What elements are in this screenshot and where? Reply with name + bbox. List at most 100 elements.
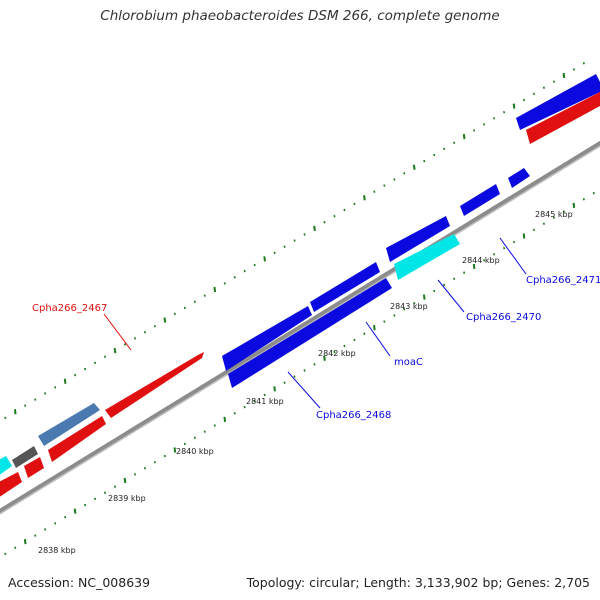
tick-mark <box>163 317 167 323</box>
tick-mark <box>303 369 306 372</box>
gene-feature-forward[interactable] <box>48 416 106 462</box>
tick-mark <box>14 546 17 550</box>
tick-mark <box>512 103 516 109</box>
tick-labels: 2838 kbp 2839 kbp 2840 kbp 2841 kbp 2842 kbp… <box>38 210 573 555</box>
tick-mark <box>4 416 7 420</box>
gene-label[interactable]: Cpha266_2467 <box>32 303 107 314</box>
tick-mark <box>542 222 546 225</box>
tick-mark <box>243 405 246 409</box>
gene-feature-forward[interactable] <box>105 352 204 418</box>
tick-mark <box>323 355 326 361</box>
tick-mark <box>383 184 386 187</box>
gene-feature-reverse[interactable] <box>222 306 312 371</box>
gene-feature-cyan[interactable] <box>0 456 12 478</box>
gene-feature-reverse[interactable] <box>228 278 392 388</box>
tick-label: 2842 kbp <box>318 349 356 358</box>
tick-mark <box>133 473 137 476</box>
tick-mark <box>472 263 476 270</box>
tick-mark <box>562 210 565 213</box>
summary-text: Topology: circular; Length: 3,133,902 bp… <box>246 575 590 590</box>
tick-mark <box>483 259 486 262</box>
tick-mark <box>493 253 496 256</box>
tick-mark <box>263 256 266 262</box>
tick-mark <box>63 378 67 384</box>
tick-mark <box>433 153 436 157</box>
gene-label[interactable]: moaC <box>394 357 423 368</box>
tick-mark <box>143 467 146 470</box>
tick-mark <box>233 276 236 279</box>
tick-mark <box>512 240 516 244</box>
gene-labels: Cpha266_2467 Cpha266_2468 moaC Cpha266_2… <box>32 275 600 421</box>
tick-mark <box>73 508 77 514</box>
tick-mark <box>273 251 276 255</box>
tick-label: 2843 kbp <box>390 302 428 311</box>
gene-feature-forward[interactable] <box>526 92 600 144</box>
tick-mark <box>582 62 585 65</box>
tick-mark <box>463 271 466 274</box>
tick-mark <box>383 320 386 323</box>
tick-mark <box>453 277 456 280</box>
tick-mark <box>103 491 107 494</box>
tick-mark <box>263 393 266 397</box>
tick-mark <box>223 416 227 422</box>
tick-mark <box>522 233 526 239</box>
gene-feature-cyan[interactable] <box>394 234 460 280</box>
gene-feature-forward[interactable] <box>0 472 22 500</box>
tick-mark <box>532 92 536 96</box>
tick-mark <box>253 263 256 267</box>
tick-mark <box>412 164 416 170</box>
tick-mark <box>64 515 67 519</box>
gene-feature-steel[interactable] <box>38 403 100 446</box>
gene-label[interactable]: Cpha266_2470 <box>466 312 541 323</box>
tick-mark <box>84 503 87 507</box>
tick-mark <box>113 485 117 488</box>
tick-mark <box>34 534 37 537</box>
tick-mark <box>323 221 326 224</box>
tick-mark <box>462 134 466 140</box>
tick-mark <box>203 430 206 433</box>
tick-mark <box>443 147 446 151</box>
tick-label: 2841 kbp <box>246 397 284 406</box>
gene-feature-gray[interactable] <box>12 446 38 468</box>
tick-mark <box>123 477 127 484</box>
tick-mark <box>193 300 196 303</box>
tick-mark <box>153 460 156 464</box>
gene-feature-reverse[interactable] <box>310 262 380 312</box>
gene-feature-forward[interactable] <box>24 457 44 478</box>
tick-mark <box>333 214 336 218</box>
tick-mark <box>373 325 376 331</box>
tick-label: 2839 kbp <box>108 494 146 503</box>
gene-feature-reverse[interactable] <box>460 184 500 216</box>
tick-mark <box>293 239 296 242</box>
tick-mark <box>473 129 476 132</box>
tick-mark <box>443 283 446 287</box>
tick-mark <box>572 202 576 209</box>
gene-feature-reverse[interactable] <box>516 74 600 130</box>
tick-mark <box>243 269 246 273</box>
tick-mark <box>213 424 216 427</box>
tick-mark <box>123 343 127 346</box>
gene-feature-reverse[interactable] <box>508 168 530 188</box>
tick-mark <box>4 552 7 556</box>
tick-label: 2838 kbp <box>38 546 76 555</box>
gene-feature-reverse[interactable] <box>386 216 450 262</box>
tick-mark <box>93 497 97 501</box>
tick-label: 2845 kbp <box>535 210 573 219</box>
tick-label: 2840 kbp <box>176 447 214 456</box>
tick-mark <box>333 350 336 354</box>
tick-mark <box>223 282 226 285</box>
tick-mark <box>283 245 286 248</box>
tick-mark <box>363 332 366 336</box>
tick-mark <box>313 225 316 231</box>
tick-mark <box>293 375 296 378</box>
tick-mark <box>74 373 77 377</box>
gene-label[interactable]: Cpha266_2468 <box>316 410 391 421</box>
genome-backbone <box>0 140 600 515</box>
tick-mark <box>54 386 57 389</box>
tick-mark <box>113 348 117 354</box>
tick-mark <box>173 312 176 316</box>
tick-mark <box>522 98 526 102</box>
gene-label[interactable]: Cpha266_2471 <box>526 275 600 286</box>
tick-mark <box>572 68 575 71</box>
